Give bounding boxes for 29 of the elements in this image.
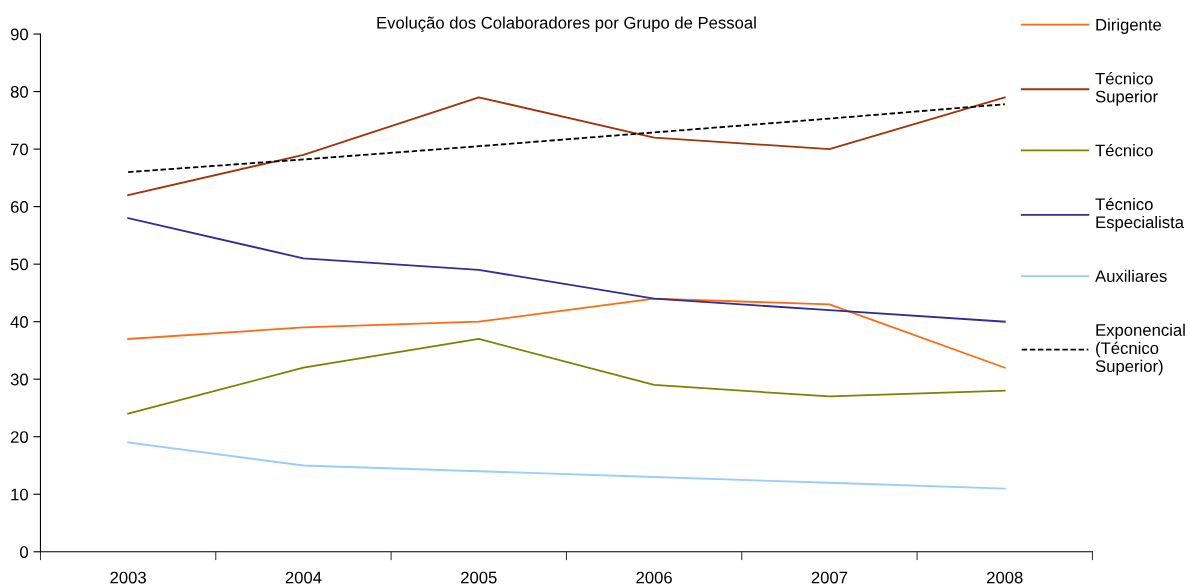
y-tick-label: 0 (20, 546, 28, 558)
y-tick-label: 40 (10, 316, 28, 328)
x-tick-label: 2006 (636, 571, 672, 584)
y-tick-label: 80 (10, 85, 28, 98)
line-series (127, 217, 1006, 323)
line-series (127, 441, 1006, 490)
line-series (127, 96, 1006, 197)
x-tick-label: 2005 (461, 571, 497, 584)
y-tick-label: 70 (10, 143, 28, 156)
y-tick-label: 30 (10, 373, 28, 386)
legend-label: Técnico (1095, 143, 1153, 157)
legend-label: Técnico Superior (1095, 72, 1158, 106)
y-tick-label: 50 (10, 258, 28, 271)
x-tick-label: 2004 (285, 571, 322, 584)
line-series (127, 338, 1006, 415)
x-tick-label: 2007 (811, 571, 848, 584)
y-tick-label: 10 (11, 488, 28, 501)
legend-label: Auxiliares (1095, 269, 1167, 283)
y-tick-label: 90 (10, 28, 28, 41)
chart-title: Evolução dos Colaboradores por Grupo de Pessoal (377, 16, 756, 33)
y-tick-label: 60 (10, 201, 28, 213)
y-tick-label: 20 (10, 431, 28, 443)
x-tick-label: 2003 (110, 571, 146, 584)
legend-label: Exponencial (Técnico Superior) (1095, 323, 1185, 376)
line-series (127, 103, 1006, 174)
line-series (127, 297, 1006, 369)
legend-label: Técnico Especialista (1095, 197, 1184, 232)
legend-label: Dirigente (1096, 18, 1162, 34)
x-tick-label: 2008 (987, 571, 1023, 584)
